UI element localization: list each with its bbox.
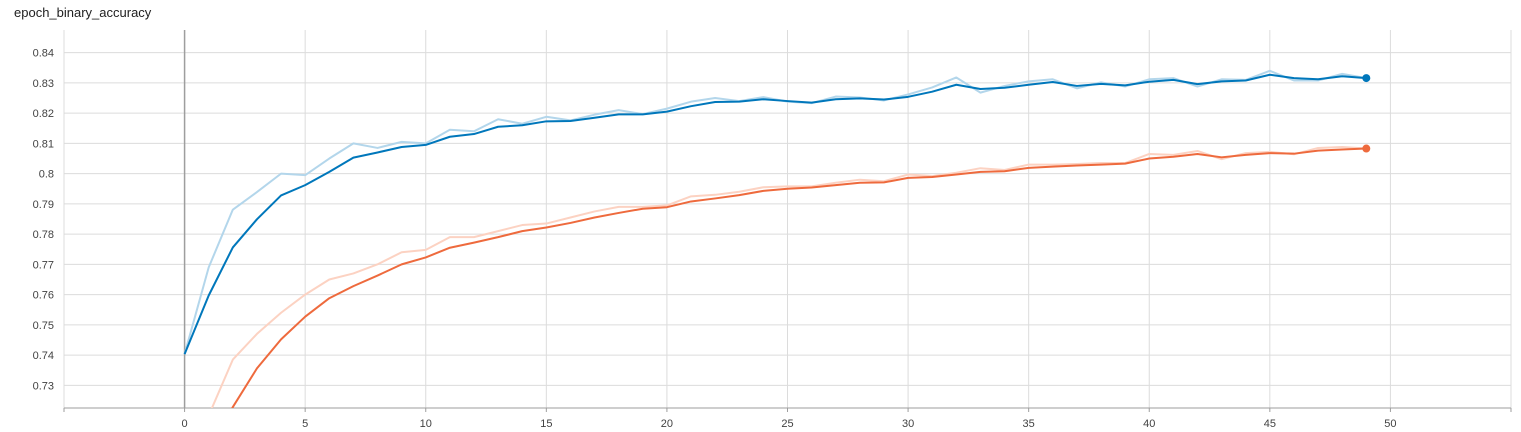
grid-lines (63, 30, 1512, 408)
series-last-point (1362, 74, 1371, 83)
y-tick-label: 0.79 (33, 199, 54, 211)
series-last-point (1362, 144, 1371, 153)
x-tick-label: 20 (661, 418, 673, 430)
y-tick-label: 0.73 (33, 380, 54, 392)
y-tick-label: 0.83 (33, 78, 54, 90)
x-tick-label: 10 (420, 418, 432, 430)
series-smoothed-line (183, 73, 1367, 355)
series-layer (183, 69, 1371, 408)
series-1 (210, 146, 1367, 408)
x-tick-label: 45 (1264, 418, 1276, 430)
x-tick-label: 35 (1023, 418, 1035, 430)
axes (63, 30, 1512, 412)
x-tick-label: 30 (902, 418, 914, 430)
x-tick-label: 50 (1384, 418, 1396, 430)
y-tick-label: 0.74 (33, 350, 54, 362)
y-tick-label: 0.76 (33, 290, 54, 302)
series-0 (183, 69, 1367, 355)
y-tick-label: 0.77 (33, 259, 54, 271)
y-tick-label: 0.75 (33, 320, 54, 332)
y-tick-label: 0.8 (39, 169, 54, 181)
x-tick-label: 25 (781, 418, 793, 430)
x-tick-label: 5 (302, 418, 308, 430)
x-tick-label: 0 (182, 418, 188, 430)
tick-labels: 0 5 10 15 20 25 30 35 40 45 50 0.73 0.74 0.75 0.76 0.77… (33, 48, 1397, 430)
y-tick-label: 0.84 (33, 48, 54, 60)
y-tick-label: 0.81 (33, 138, 54, 150)
chart-title: epoch_binary_accuracy (14, 5, 152, 20)
y-tick-label: 0.78 (33, 229, 54, 241)
y-tick-label: 0.82 (33, 108, 54, 120)
series-smoothed-line (231, 147, 1367, 408)
series-raw-line (210, 146, 1367, 408)
x-tick-label: 40 (1143, 418, 1155, 430)
x-tick-label: 15 (540, 418, 552, 430)
